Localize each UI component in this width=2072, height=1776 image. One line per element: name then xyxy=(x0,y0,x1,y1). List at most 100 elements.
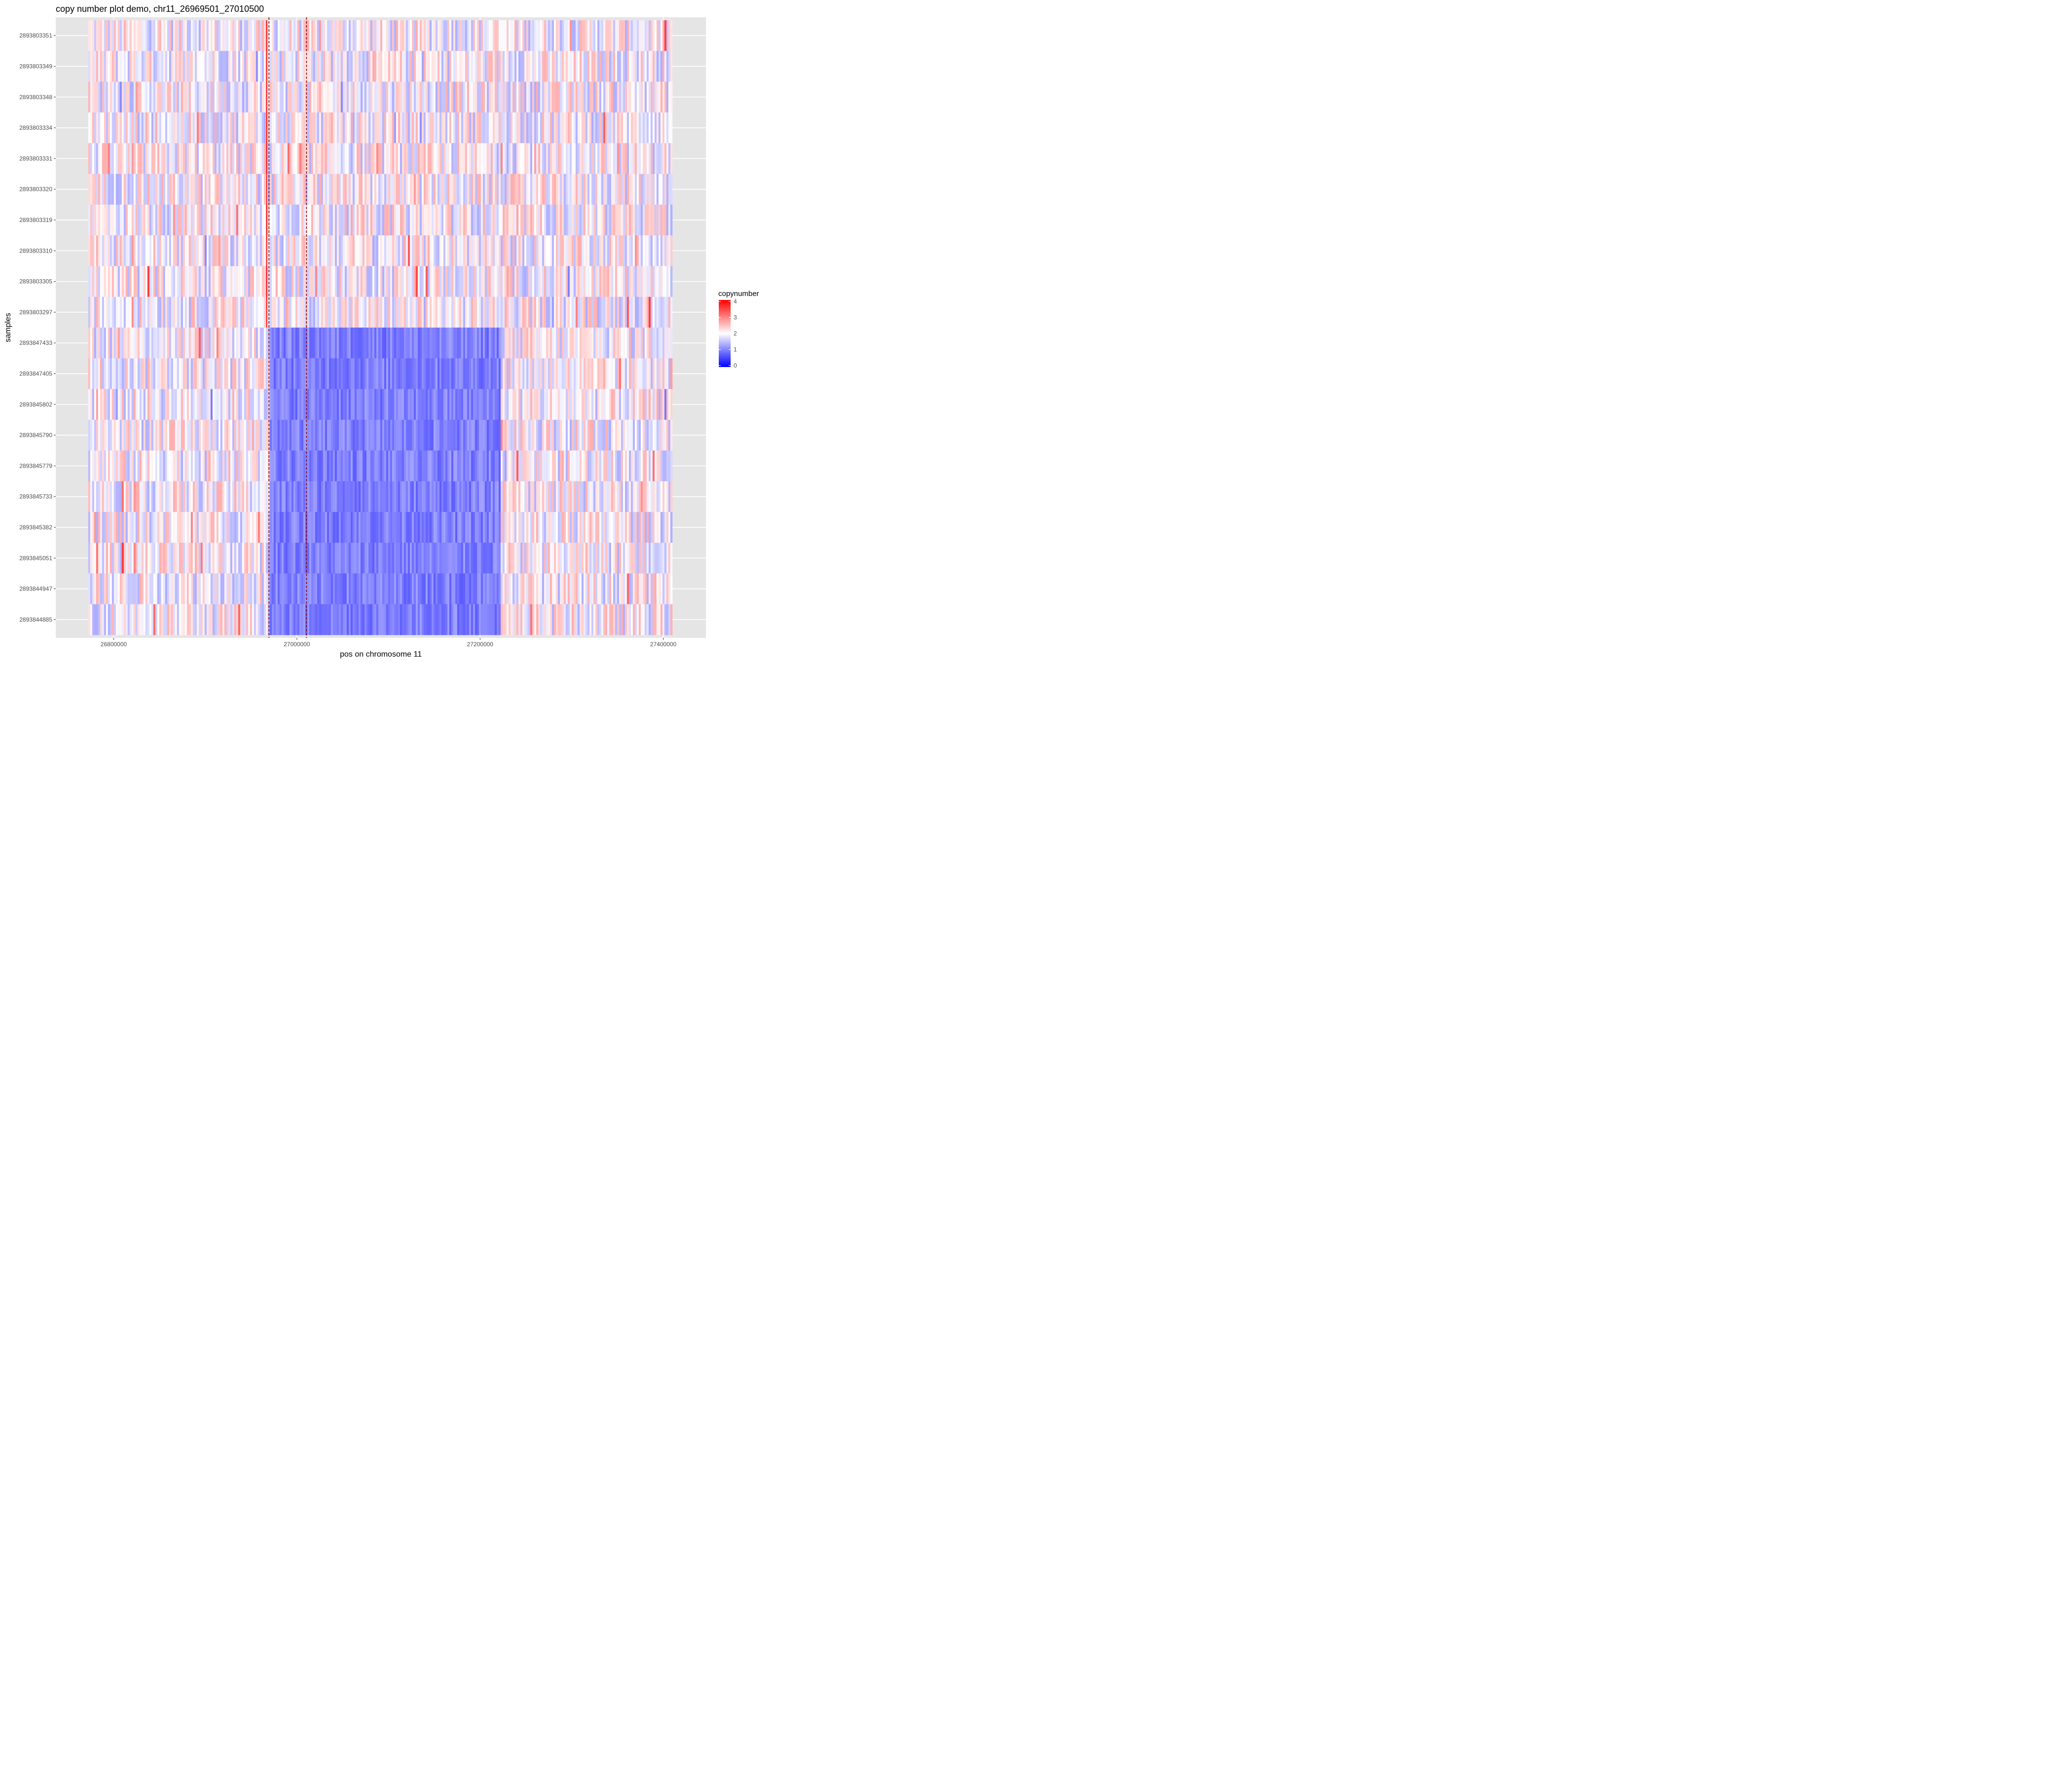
heatmap-cell xyxy=(514,481,517,513)
heatmap-cell xyxy=(370,512,373,543)
heatmap-cell xyxy=(94,419,97,451)
heatmap-cell xyxy=(607,296,610,328)
heatmap-cell xyxy=(372,296,375,328)
heatmap-cell xyxy=(652,174,655,205)
heatmap-cell xyxy=(554,296,556,328)
heatmap-cell xyxy=(559,358,562,389)
heatmap-cell xyxy=(406,389,408,420)
heatmap-cell xyxy=(90,143,93,174)
heatmap-cell xyxy=(550,328,553,359)
heatmap-cell xyxy=(163,174,166,205)
heatmap-cell xyxy=(557,112,560,144)
heatmap-cell xyxy=(234,450,237,481)
heatmap-cell xyxy=(429,358,432,389)
heatmap-cell xyxy=(646,204,649,236)
heatmap-cell xyxy=(325,204,328,236)
heatmap-cell xyxy=(421,204,424,236)
heatmap-cell xyxy=(518,481,521,513)
heatmap-cell xyxy=(398,512,401,543)
heatmap-cell xyxy=(376,389,379,420)
heatmap-cell xyxy=(291,481,294,513)
heatmap-cell xyxy=(526,174,529,205)
heatmap-cell xyxy=(561,328,564,359)
heatmap-cell xyxy=(331,358,333,389)
heatmap-cell xyxy=(386,174,389,205)
heatmap-cell xyxy=(307,389,310,420)
heatmap-cell xyxy=(98,328,101,359)
heatmap-cell xyxy=(439,450,442,481)
heatmap-cell xyxy=(441,174,444,205)
heatmap-cell xyxy=(344,235,347,266)
heatmap-cell xyxy=(143,419,146,451)
heatmap-cell xyxy=(96,450,99,481)
heatmap-cell xyxy=(315,389,318,420)
heatmap-cell xyxy=(439,296,442,328)
heatmap-cell xyxy=(443,112,446,144)
heatmap-cell xyxy=(388,328,391,359)
heatmap-cell xyxy=(220,20,223,51)
heatmap-cell xyxy=(666,20,669,51)
heatmap-cell xyxy=(100,481,103,513)
heatmap-cell xyxy=(660,296,663,328)
heatmap-cell xyxy=(135,81,138,113)
heatmap-cell xyxy=(311,20,314,51)
heatmap-cell xyxy=(271,20,274,51)
heatmap-cell xyxy=(494,389,497,420)
heatmap-cell xyxy=(597,204,600,236)
heatmap-cell xyxy=(607,328,610,359)
heatmap-cell xyxy=(390,389,393,420)
heatmap-cell xyxy=(246,112,249,144)
heatmap-cell xyxy=(632,481,635,513)
heatmap-cell xyxy=(206,174,209,205)
heatmap-cell xyxy=(463,51,466,82)
heatmap-cell xyxy=(404,358,407,389)
heatmap-cell xyxy=(196,512,199,543)
heatmap-cell xyxy=(530,112,533,144)
heatmap-cell xyxy=(210,450,213,481)
heatmap-cell xyxy=(597,481,600,513)
heatmap-cell xyxy=(512,81,515,113)
heatmap-cell xyxy=(619,419,622,451)
heatmap-cell xyxy=(629,143,631,174)
heatmap-cell xyxy=(627,296,629,328)
heatmap-cell xyxy=(173,81,176,113)
heatmap-cell xyxy=(329,450,332,481)
heatmap-cell xyxy=(670,143,673,174)
heatmap-cell xyxy=(524,81,527,113)
heatmap-cell xyxy=(368,328,371,359)
heatmap-cell xyxy=(664,328,667,359)
heatmap-cell xyxy=(599,481,602,513)
heatmap-cell xyxy=(601,235,604,266)
heatmap-cell xyxy=(668,296,671,328)
heatmap-cell xyxy=(490,389,493,420)
heatmap-cell xyxy=(108,266,111,297)
heatmap-cell xyxy=(518,389,521,420)
heatmap-cell xyxy=(301,174,304,205)
heatmap-cell xyxy=(406,481,408,513)
heatmap-cell xyxy=(368,235,371,266)
heatmap-cell xyxy=(256,81,259,113)
heatmap-cell xyxy=(327,112,330,144)
heatmap-cell xyxy=(427,512,430,543)
heatmap-cell xyxy=(433,112,436,144)
heatmap-cell xyxy=(202,358,205,389)
heatmap-cell xyxy=(336,450,339,481)
heatmap-cell xyxy=(615,20,618,51)
heatmap-cell xyxy=(214,235,217,266)
heatmap-cell xyxy=(407,51,410,82)
heatmap-cell xyxy=(518,266,521,297)
heatmap-cell xyxy=(94,512,97,543)
heatmap-cell xyxy=(90,389,93,420)
heatmap-cell xyxy=(334,512,337,543)
heatmap-cell xyxy=(92,328,95,359)
heatmap-cell xyxy=(261,235,264,266)
heatmap-cell xyxy=(153,358,156,389)
heatmap-cell xyxy=(421,419,424,451)
heatmap-cell xyxy=(554,450,556,481)
heatmap-cell xyxy=(261,450,264,481)
heatmap-cell xyxy=(508,20,511,51)
heatmap-cell xyxy=(516,174,519,205)
heatmap-cell xyxy=(396,296,399,328)
heatmap-cell xyxy=(565,174,568,205)
heatmap-cell xyxy=(447,481,450,513)
